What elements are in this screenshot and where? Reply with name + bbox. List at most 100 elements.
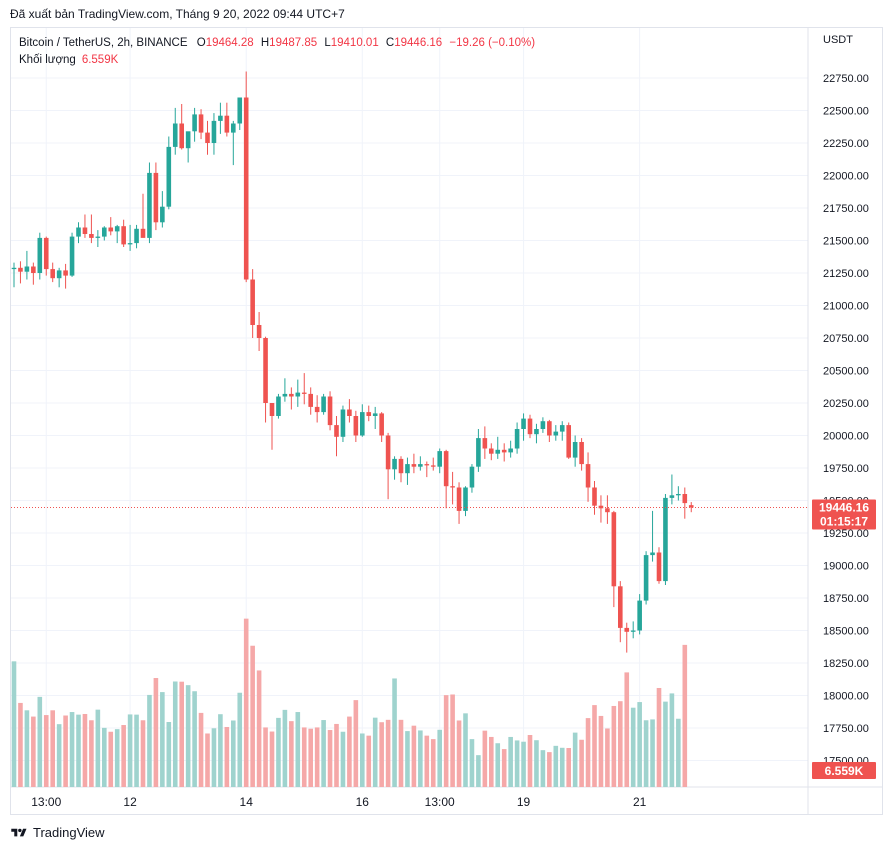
volume-bar <box>624 672 630 787</box>
volume-bar <box>347 716 352 787</box>
price-tick-label: 22000.00 <box>823 171 869 183</box>
volume-bar <box>424 735 430 787</box>
price-tick-label: 21750.00 <box>823 203 869 215</box>
price-tick-label: 21000.00 <box>823 301 869 313</box>
candle-body <box>430 465 436 467</box>
time-tick-label: 16 <box>356 795 370 809</box>
legend-open-label: O <box>196 37 206 49</box>
candle-body <box>379 413 384 436</box>
volume-bar <box>476 755 481 787</box>
volume-bar <box>250 645 255 787</box>
candle-body <box>11 267 17 270</box>
volume-bar <box>663 701 668 787</box>
candles <box>11 71 694 653</box>
volume-bar <box>501 749 507 787</box>
candle-body <box>121 226 126 245</box>
candle-body <box>224 115 230 133</box>
price-tick-label: 20750.00 <box>823 333 869 345</box>
volume-bar <box>643 720 649 787</box>
candle-body <box>553 431 559 436</box>
volume-bar <box>121 725 126 787</box>
volume-badge-value: 6.559K <box>825 764 864 778</box>
candle-body <box>456 487 462 511</box>
volume-bar <box>418 730 423 787</box>
volume-bar <box>463 713 468 787</box>
currency-label[interactable]: USDT <box>823 34 853 46</box>
price-tick-label: 18500.00 <box>823 626 869 638</box>
volume-bar <box>379 722 384 787</box>
price-tick-label: 21250.00 <box>823 268 869 280</box>
candle-body <box>663 497 668 582</box>
volume-bar <box>24 710 30 787</box>
volume-bar <box>405 731 410 787</box>
candle-body <box>237 97 243 124</box>
volume-bar <box>611 705 617 787</box>
candle-body <box>172 123 178 147</box>
volume-bar <box>547 752 552 787</box>
volume-bar <box>308 728 313 787</box>
volume-bar <box>340 731 346 787</box>
candle-body <box>501 449 507 453</box>
volume-bar <box>282 709 288 787</box>
volume-bar <box>69 712 75 787</box>
volume-bar <box>366 735 372 787</box>
candle-body <box>360 412 365 436</box>
volume-bar <box>237 692 243 787</box>
volume-bar <box>192 691 197 787</box>
candle-body <box>185 131 191 149</box>
price-tick-label: 22500.00 <box>823 106 869 118</box>
volume-bar <box>682 644 688 787</box>
time-tick-label: 14 <box>240 795 254 809</box>
volume-bar <box>598 715 604 787</box>
candle-body <box>211 120 217 143</box>
volume-bar <box>443 695 449 787</box>
candle-body <box>463 487 468 511</box>
volume-bar <box>166 722 172 787</box>
chart-legend: Bitcoin / TetherUS, 2h, BINANCE O19464.2… <box>19 35 535 69</box>
volume-bar <box>630 707 636 787</box>
candle-body <box>392 458 397 470</box>
volume-bar <box>314 727 320 787</box>
candle-body <box>108 227 114 232</box>
candle-body <box>256 325 262 338</box>
price-tick-label: 19750.00 <box>823 463 869 475</box>
time-axis: 13:00 12 14 16 13:00 19 21 <box>31 795 646 809</box>
price-badge-value: 19446.16 <box>819 500 869 514</box>
candle-body <box>50 269 55 279</box>
volume-bar <box>360 733 365 787</box>
volume-bar <box>540 750 546 787</box>
volume-bar <box>437 729 442 787</box>
time-tick-label: 21 <box>633 795 647 809</box>
volume-bar <box>514 740 520 787</box>
candle-body <box>308 393 313 407</box>
candle-body <box>295 392 301 397</box>
candle-body <box>231 123 236 133</box>
candle-body <box>37 237 43 273</box>
candle-body <box>527 418 533 435</box>
volume-bar <box>566 748 571 787</box>
volume-bar <box>605 728 610 787</box>
volume-bar <box>585 718 591 787</box>
candle-body <box>424 464 430 466</box>
volume-bar <box>224 726 230 787</box>
volume-bar <box>37 696 43 787</box>
candle-body <box>63 270 68 276</box>
volume-bars <box>11 618 688 787</box>
legend-symbol[interactable]: Bitcoin / TetherUS, 2h, BINANCE <box>19 37 188 49</box>
volume-bar <box>205 733 210 787</box>
volume-bar <box>579 739 584 787</box>
volume-bar <box>172 681 178 787</box>
volume-bar <box>95 709 101 787</box>
candle-body <box>540 421 546 429</box>
footer-brand[interactable]: TradingView <box>10 825 105 840</box>
volume-bar <box>18 702 23 787</box>
volume-bar <box>618 701 623 787</box>
legend-close-value: 19446.16 <box>394 37 443 49</box>
legend-volume-label[interactable]: Khối lượng <box>19 54 76 66</box>
candle-body <box>669 495 675 498</box>
volume-bar <box>43 715 49 787</box>
candle-body <box>140 228 146 238</box>
volume-bar <box>572 732 578 787</box>
price-badge-countdown: 01:15:17 <box>820 514 868 528</box>
